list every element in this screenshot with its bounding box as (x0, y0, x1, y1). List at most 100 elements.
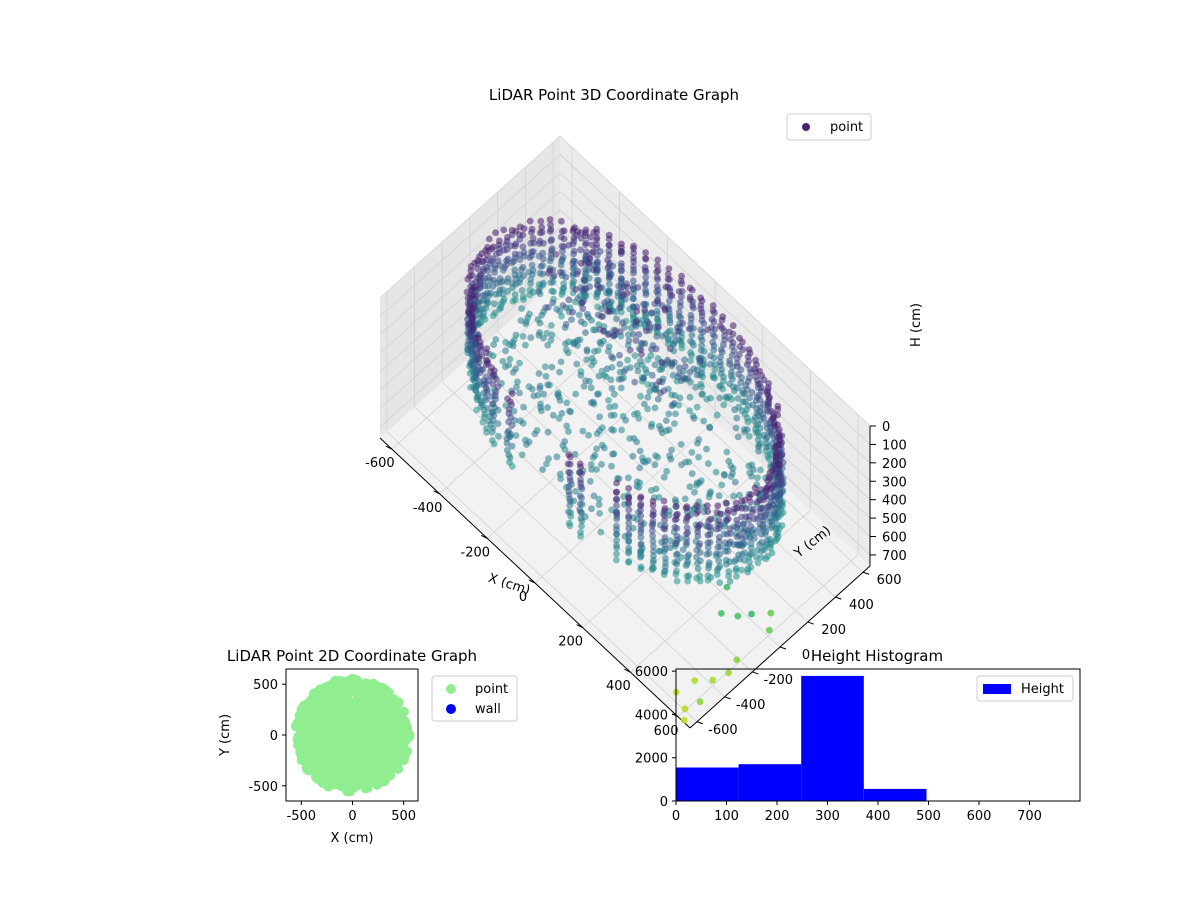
lidar-point-3d (655, 323, 663, 331)
lidar-point-3d (668, 446, 675, 454)
lidar-point-3d (744, 565, 752, 573)
lidar-point-3d (756, 404, 764, 412)
lidar-point-3d (571, 224, 578, 232)
lidar-point-3d (520, 225, 528, 233)
lidar-point-3d (585, 431, 592, 439)
lidar-point-3d (557, 268, 564, 276)
lidar-point-2d (379, 710, 390, 721)
lidar-point-3d (579, 305, 587, 312)
lidar-point-3d (482, 380, 490, 387)
lidar-point-3d (681, 363, 689, 370)
lidar-point-3d (544, 304, 552, 311)
lidar-point-3d (748, 472, 755, 480)
lidar-point-3d (535, 370, 543, 377)
y-tick-label-hist: 4000 (635, 708, 668, 723)
x-tick-label-hist: 200 (765, 809, 790, 824)
lidar-point-3d (765, 455, 773, 463)
lidar-point-3d (463, 288, 471, 296)
lidar-point-3d (514, 378, 521, 386)
lidar-point-3d (576, 469, 584, 476)
y-gridline (386, 431, 698, 723)
lidar-point-3d (684, 577, 692, 585)
lidar-point-3d (717, 610, 725, 617)
legend-2d-label-wall: wall (475, 702, 501, 717)
lidar-point-3d (629, 452, 637, 460)
lidar-point-3d (733, 414, 741, 422)
lidar-point-3d (754, 559, 762, 567)
lidar-point-2d (378, 772, 388, 783)
lidar-point-3d (716, 579, 724, 587)
lidar-point-3d (758, 547, 765, 555)
y-tick-label: 600 (877, 573, 902, 588)
lidar-point-3d (686, 407, 693, 414)
lidar-point-3d (709, 676, 717, 684)
lidar-point-3d (539, 262, 546, 269)
x-tick-label-2d: -500 (287, 809, 317, 824)
x-tick-label: 0 (519, 590, 527, 605)
lidar-point-3d (643, 369, 650, 377)
lidar-point-3d (743, 426, 751, 433)
lidar-point-3d (697, 347, 705, 354)
x-tick-label-hist: 100 (714, 809, 739, 824)
lidar-point-3d (489, 255, 497, 263)
lidar-point-3d (763, 433, 771, 441)
lidar-point-3d (613, 530, 620, 538)
lidar-point-3d (591, 451, 599, 459)
lidar-point-3d (647, 423, 655, 430)
lidar-point-3d (543, 460, 550, 468)
lidar-point-3d (567, 408, 574, 416)
lidar-point-2d (356, 721, 367, 732)
lidar-point-3d (608, 426, 615, 433)
lidar-point-3d (724, 547, 732, 555)
lidar-point-3d (516, 359, 523, 367)
lidar-point-3d (727, 473, 735, 480)
lidar-point-3d (725, 457, 733, 465)
lidar-point-3d (633, 318, 640, 325)
lidar-point-3d (749, 401, 757, 409)
lidar-point-3d (736, 540, 743, 548)
lidar-point-3d (588, 505, 595, 513)
lidar-point-3d (671, 420, 678, 427)
2d-point-cloud (290, 673, 415, 797)
x-tick-label: 200 (558, 635, 583, 650)
lidar-point-3d (607, 411, 615, 419)
lidar-point-3d (661, 522, 669, 530)
lidar-point-3d (503, 246, 511, 254)
chart-title-hist: Height Histogram (811, 647, 943, 665)
lidar-point-3d (613, 479, 620, 487)
lidar-point-3d (675, 312, 683, 320)
lidar-point-3d (604, 264, 612, 271)
lidar-point-3d (653, 307, 661, 315)
y-tick-mark (835, 596, 842, 600)
lidar-point-3d (631, 352, 639, 359)
lidar-point-3d (590, 266, 597, 274)
lidar-point-2d (324, 766, 335, 776)
lidar-point-3d (749, 466, 757, 473)
lidar-point-3d (665, 426, 673, 434)
lidar-point-3d (631, 410, 638, 418)
lidar-point-3d (548, 363, 556, 371)
lidar-point-3d (717, 346, 725, 353)
lidar-point-3d (467, 267, 475, 274)
lidar-point-3d (618, 375, 625, 383)
lidar-point-3d (641, 264, 649, 271)
lidar-point-3d (489, 380, 497, 388)
lidar-point-3d (649, 532, 656, 540)
lidar-point-3d (696, 540, 704, 548)
lidar-point-3d (613, 541, 620, 549)
y-tick-label: 200 (821, 623, 846, 638)
lidar-point-3d (522, 320, 530, 328)
lidar-point-3d (649, 502, 657, 509)
lidar-point-3d (472, 374, 480, 382)
lidar-point-3d (704, 544, 712, 552)
lidar-point-3d (611, 402, 619, 410)
lidar-point-3d (706, 539, 714, 546)
lidar-point-3d (665, 511, 673, 519)
lidar-point-3d (757, 554, 765, 561)
lidar-point-3d (591, 348, 598, 355)
lidar-point-3d (556, 470, 564, 478)
lidar-point-3d (699, 390, 706, 398)
lidar-point-3d (618, 426, 625, 434)
lidar-point-3d (696, 698, 704, 706)
lidar-point-3d (562, 346, 570, 354)
